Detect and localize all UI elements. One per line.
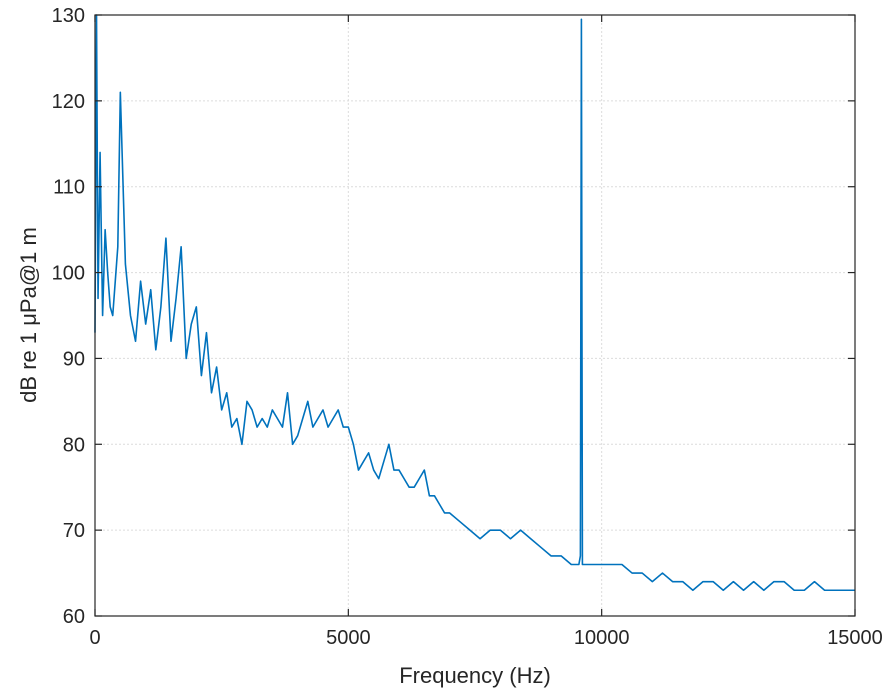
x-tick-label: 10000 xyxy=(574,627,630,649)
y-tick-label: 120 xyxy=(52,91,85,113)
x-tick-label: 15000 xyxy=(827,627,883,649)
x-axis-label: Frequency (Hz) xyxy=(399,663,551,688)
series-layer xyxy=(94,14,855,592)
plot-frame xyxy=(94,14,856,617)
y-tick-label: 130 xyxy=(52,5,85,27)
series-line-spectrum xyxy=(94,14,855,592)
y-tick-label: 110 xyxy=(53,177,85,199)
y-tick-label: 60 xyxy=(63,606,85,628)
y-tick-label: 100 xyxy=(52,263,85,285)
x-tick-label: 5000 xyxy=(326,627,371,649)
y-tick-label: 90 xyxy=(63,348,85,370)
grid xyxy=(95,15,855,616)
y-axis-label: dB re 1 μPa@1 m xyxy=(16,227,41,403)
y-tick-label: 70 xyxy=(63,520,85,542)
x-tick-label: 0 xyxy=(89,627,100,649)
y-tick-label: 80 xyxy=(63,434,85,456)
ticks: 0 5000 10000 15000 60 70 80 90 100 110 120 130 xyxy=(52,5,883,649)
